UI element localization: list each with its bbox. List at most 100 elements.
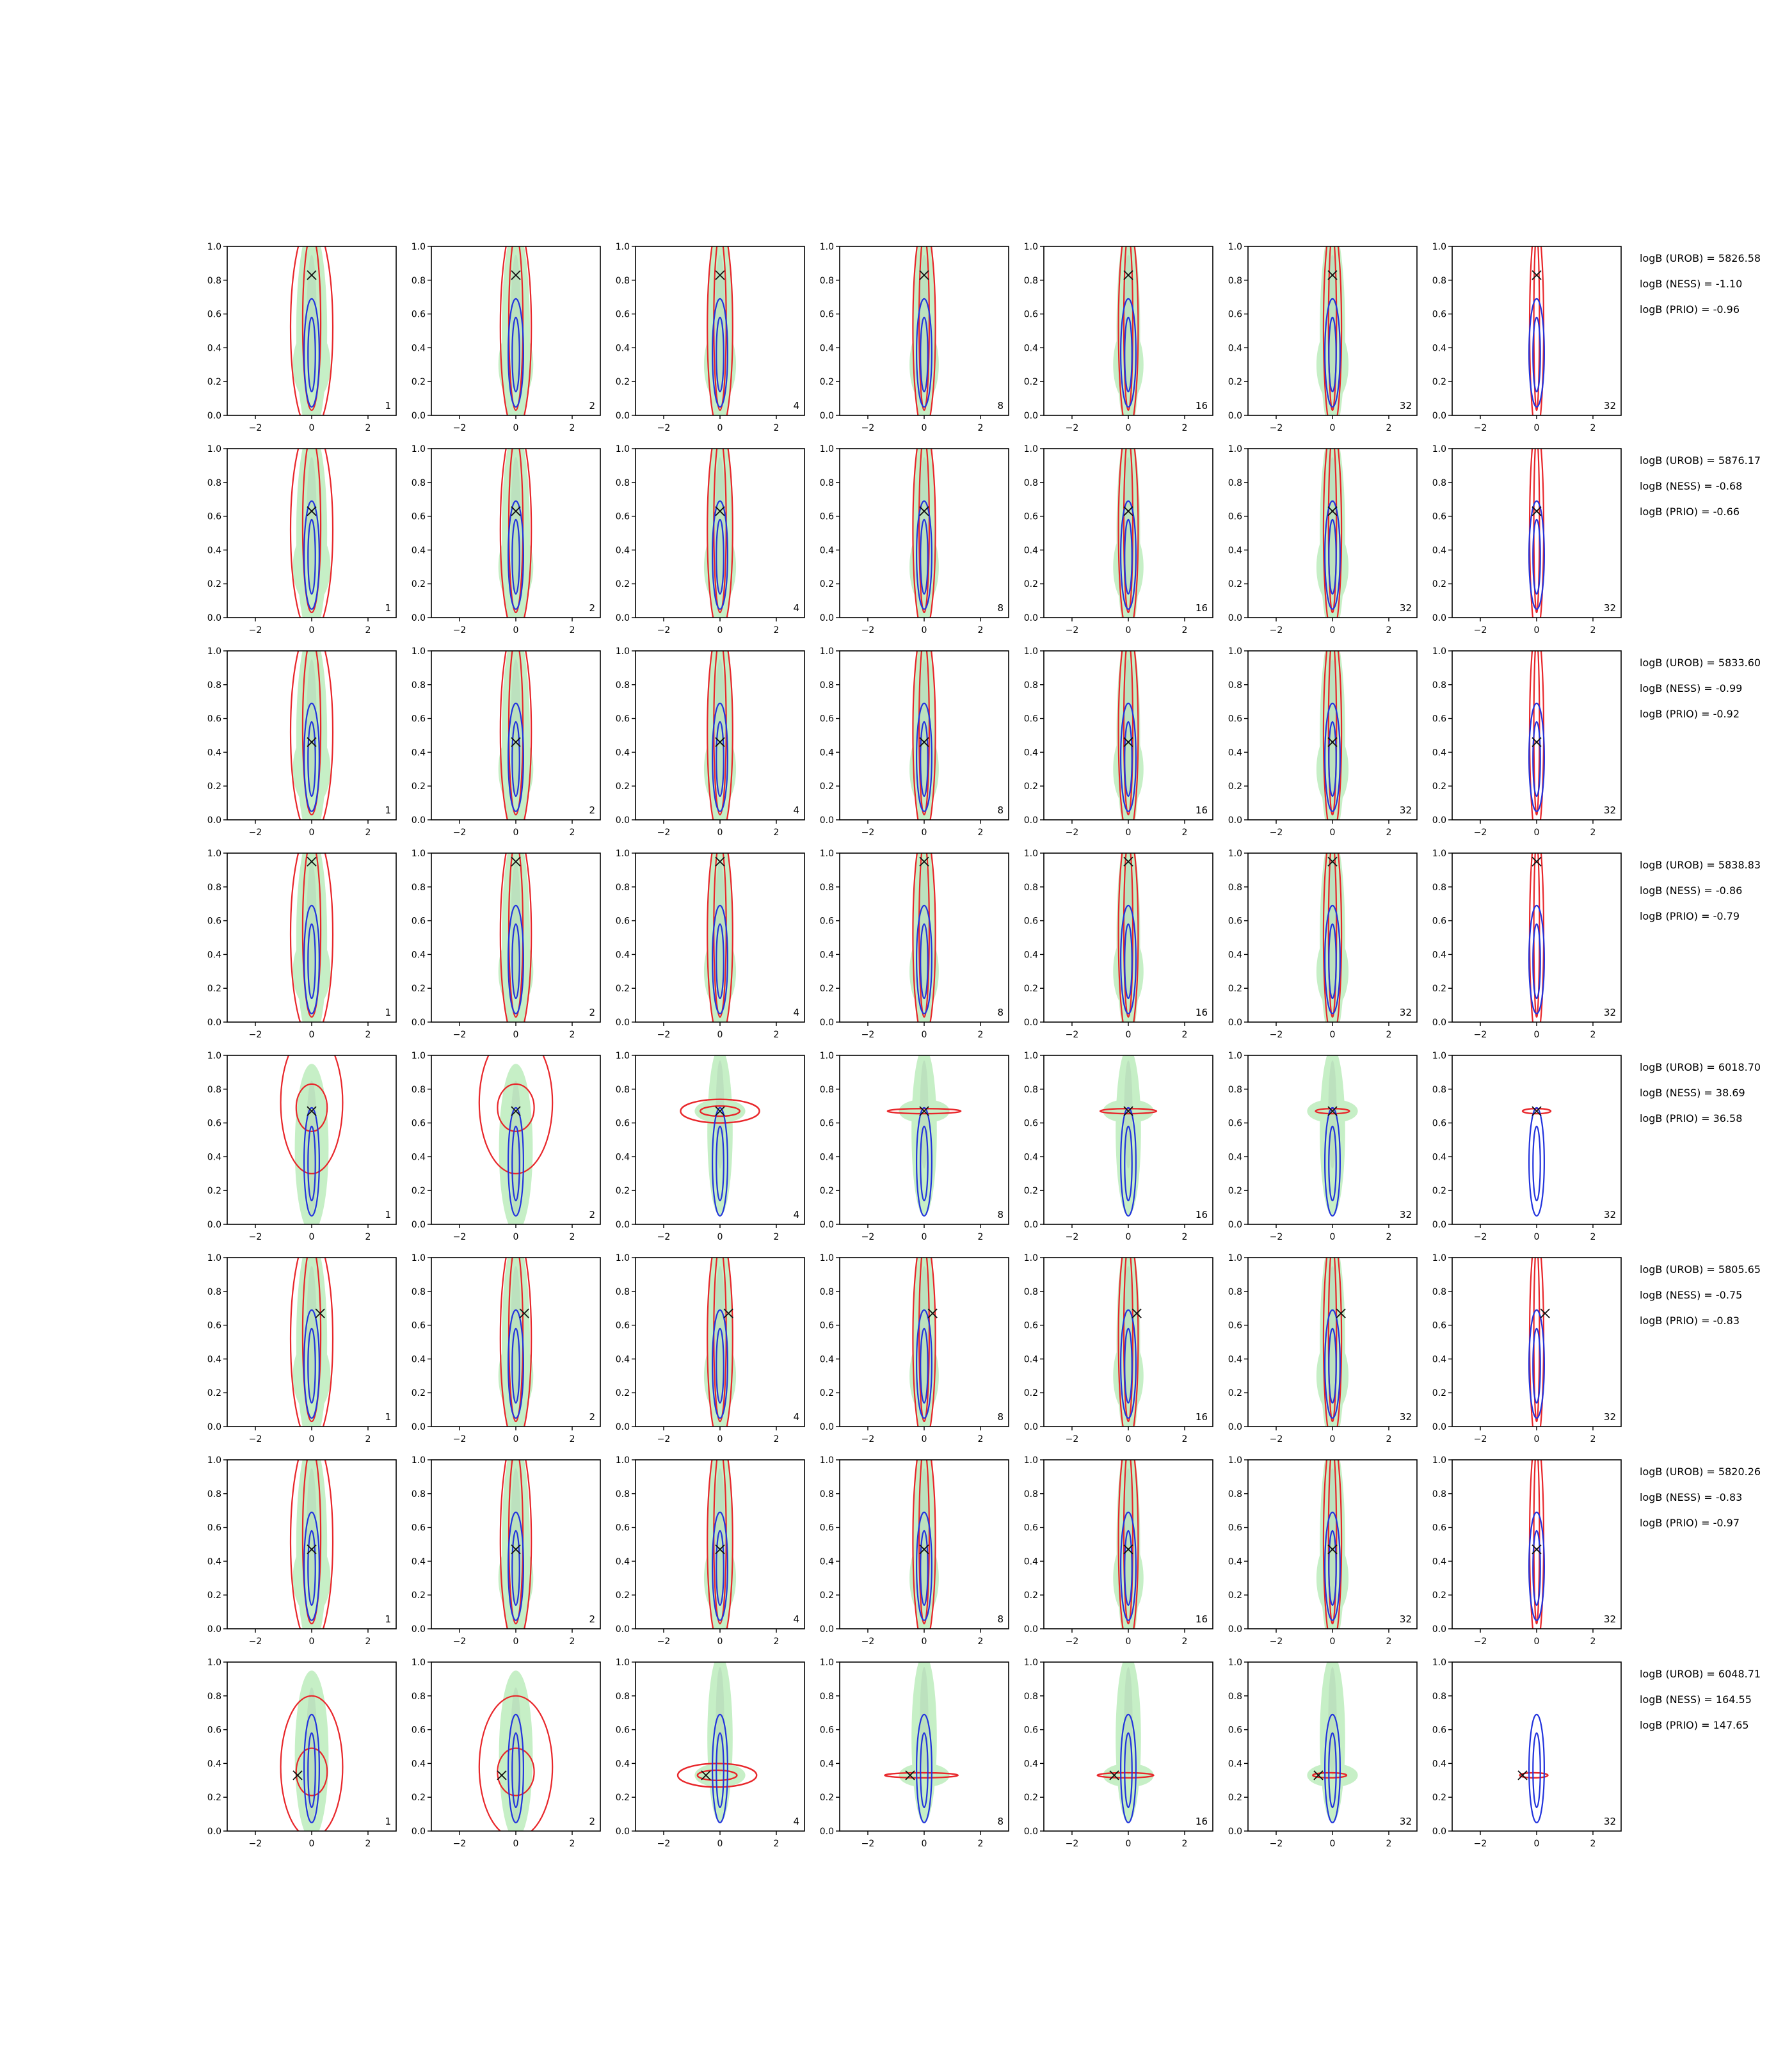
panel-contours: [1113, 651, 1144, 820]
panel-r8-c5: −2 0 2 0.0 0.2 0.4 0.6 0.8 1.0 16: [1024, 1658, 1213, 1849]
x-tick-label: 0: [1534, 1030, 1540, 1040]
panel-contours: [703, 449, 737, 618]
panel-number-label: 16: [1196, 400, 1208, 412]
y-tick-label: 0.4: [207, 950, 221, 960]
true-value-marker: [1517, 1770, 1528, 1780]
marker-stroke-b: [919, 270, 929, 280]
y-tick-label: 0.0: [1432, 1220, 1446, 1230]
panel-number-label: 2: [589, 602, 595, 614]
panel-contours: [289, 246, 334, 415]
density-fill-core: [1123, 1266, 1133, 1402]
x-tick-label: 0: [922, 1636, 927, 1647]
prior-contour-inner: [1328, 923, 1337, 1000]
density-fill-core: [1327, 1468, 1338, 1604]
true-value-marker: [315, 1308, 325, 1318]
density-fill-lobe: [292, 732, 331, 806]
panel-number-label: 16: [1196, 1613, 1208, 1625]
posterior-contour-outer: [289, 1460, 334, 1629]
marker-stroke-b: [1336, 1308, 1346, 1318]
logb-annotation: logB (UROB) = 6048.71: [1640, 1668, 1761, 1680]
y-tick-label: 0.8: [1432, 478, 1446, 488]
y-tick-label: 0.2: [412, 377, 426, 387]
prior-contour-outer: [1528, 1511, 1545, 1621]
marker-stroke-b: [715, 1544, 725, 1555]
density-fill-core: [716, 1060, 724, 1169]
x-tick-label: 0: [1126, 1434, 1132, 1444]
panel-contours: [703, 1258, 737, 1427]
posterior-contour-outer: [289, 1258, 334, 1427]
y-tick-label: 1.0: [1228, 646, 1242, 657]
prior-contour-inner: [716, 316, 724, 393]
prior-contour-inner: [307, 316, 316, 393]
marker-stroke-b: [1123, 737, 1133, 748]
prior-contour-inner: [1124, 1732, 1133, 1809]
posterior-contour-outer: [289, 449, 334, 618]
x-tick-label: 0: [717, 1839, 723, 1849]
true-value-marker: [511, 737, 521, 748]
panel-number-label: 2: [589, 1007, 595, 1018]
logb-annotation: logB (PRIO) = -0.79: [1640, 910, 1740, 922]
row-1-logb-annotations: logB (UROB) = 5826.58 logB (NESS) = -1.10…: [1640, 252, 1761, 316]
panel-r6-c1: −2 0 2 0.0 0.2 0.4 0.6 0.8 1.0 1: [207, 1253, 397, 1444]
y-tick-label: 0.6: [207, 1321, 221, 1331]
marker-stroke-b: [1327, 1106, 1338, 1116]
true-value-marker: [307, 270, 317, 280]
prior-contour-outer: [1120, 500, 1137, 610]
x-tick-label: 2: [978, 625, 984, 636]
true-value-marker: [511, 1106, 521, 1116]
y-tick-label: 0.0: [412, 1624, 426, 1635]
true-value-marker: [1109, 1770, 1119, 1780]
x-tick-label: 2: [570, 625, 575, 636]
y-tick-label: 0.4: [616, 1152, 630, 1162]
posterior-contour-outer: [1521, 1107, 1552, 1115]
x-tick-label: 0: [1126, 1030, 1132, 1040]
panel-r1-c5: −2 0 2 0.0 0.2 0.4 0.6 0.8 1.0 16: [1024, 242, 1213, 433]
panel-contours: [478, 1670, 554, 1831]
panel-contours: [280, 1670, 344, 1831]
y-tick-label: 0.8: [820, 276, 834, 286]
density-fill-core: [1124, 1060, 1133, 1169]
y-tick-label: 0.4: [412, 1354, 426, 1364]
y-tick-label: 0.4: [616, 950, 630, 960]
posterior-contour-inner: [508, 449, 524, 614]
y-tick-label: 0.4: [616, 1759, 630, 1769]
prior-contour-outer: [916, 702, 932, 812]
panel-r2-c7: −2 0 2 0.0 0.2 0.4 0.6 0.8 1.0 32: [1432, 444, 1622, 636]
y-tick-label: 0.6: [1228, 714, 1242, 724]
x-tick-label: 0: [1534, 1839, 1540, 1849]
true-value-marker: [1532, 856, 1542, 867]
posterior-contour-outer: [499, 449, 532, 618]
x-tick-label: 0: [922, 1434, 927, 1444]
y-tick-label: 1.0: [820, 1658, 834, 1668]
panel-contours: [909, 651, 939, 820]
y-tick-label: 0.2: [207, 984, 221, 994]
y-tick-label: 0.4: [1024, 950, 1038, 960]
density-fill-core: [1327, 659, 1338, 795]
prior-contour-outer: [303, 702, 320, 812]
y-tick-label: 1.0: [1432, 1455, 1446, 1466]
y-tick-label: 0.4: [207, 1354, 221, 1364]
prior-contour-outer: [1528, 702, 1545, 812]
y-tick-label: 0.2: [1228, 1793, 1242, 1803]
posterior-contour-outer: [478, 1695, 554, 1831]
x-tick-label: −2: [1270, 625, 1283, 636]
y-tick-label: 0.4: [616, 748, 630, 758]
y-tick-label: 0.6: [412, 1725, 426, 1736]
prior-contour-outer: [1324, 1107, 1341, 1217]
x-tick-label: −2: [657, 423, 671, 433]
panel-number-label: 4: [793, 1209, 799, 1220]
true-value-marker: [715, 856, 725, 867]
y-tick-label: 0.8: [1432, 276, 1446, 286]
y-tick-label: 0.4: [412, 1556, 426, 1567]
y-tick-label: 0.6: [1024, 916, 1038, 927]
y-tick-label: 0.0: [616, 1624, 630, 1635]
y-tick-label: 0.4: [1432, 545, 1446, 556]
density-fill-core: [307, 659, 317, 795]
y-tick-label: 0.4: [1024, 1354, 1038, 1364]
posterior-contour-outer: [884, 1772, 959, 1779]
y-tick-label: 0.8: [207, 276, 221, 286]
posterior-contour-outer: [1117, 449, 1139, 618]
x-tick-label: −2: [1270, 828, 1283, 838]
y-tick-label: 0.4: [1024, 1759, 1038, 1769]
y-tick-label: 0.0: [1228, 1827, 1242, 1837]
